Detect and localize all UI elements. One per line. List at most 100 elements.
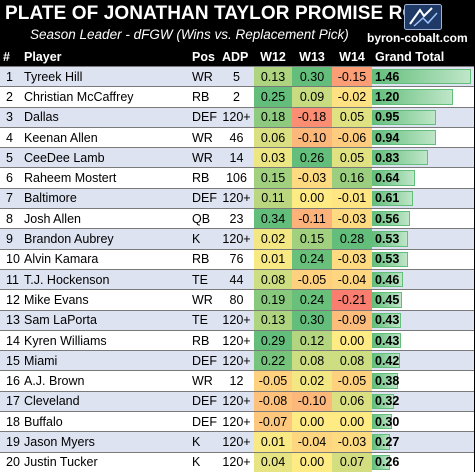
table-row: 5 CeeDee Lamb WR 14 0.03 0.26 0.05 0.83 bbox=[0, 147, 474, 168]
w13-cell: 0.09 bbox=[292, 86, 332, 108]
w12-cell: 0.01 bbox=[254, 431, 292, 453]
grand-total-value: 0.56 bbox=[375, 211, 400, 226]
player-cell: Jason Myers bbox=[21, 431, 189, 453]
rank-cell: 8 bbox=[0, 208, 21, 229]
grand-total-cell: 0.53 bbox=[372, 228, 474, 250]
site-name: byron-cobalt.com bbox=[367, 31, 468, 45]
grand-total-bar bbox=[372, 89, 454, 105]
rank-cell: 14 bbox=[0, 329, 21, 351]
pos-cell: K bbox=[189, 451, 219, 472]
grand-total-cell: 0.43 bbox=[372, 329, 474, 351]
player-cell: Brandon Aubrey bbox=[21, 228, 189, 250]
pos-cell: DEF bbox=[189, 187, 219, 209]
w12-cell: 0.08 bbox=[254, 268, 292, 290]
grand-total-cell: 0.61 bbox=[372, 187, 474, 209]
w12-cell: 0.04 bbox=[254, 451, 292, 472]
w14-cell: 0.00 bbox=[332, 411, 372, 432]
grand-total-bar bbox=[372, 353, 401, 369]
rank-cell: 3 bbox=[0, 106, 21, 128]
rank-cell: 11 bbox=[0, 268, 21, 290]
player-cell: Dallas bbox=[21, 106, 189, 128]
w13-cell: -0.04 bbox=[292, 431, 332, 453]
adp-cell: 120+ bbox=[219, 431, 254, 453]
w12-cell: 0.03 bbox=[254, 147, 292, 168]
grand-total-value: 1.46 bbox=[375, 69, 400, 84]
grand-total-cell: 0.42 bbox=[372, 350, 474, 371]
pos-cell: WR bbox=[189, 126, 219, 148]
grand-total-value: 0.42 bbox=[375, 353, 400, 368]
table-row: 4 Keenan Allen WR 46 0.06 -0.10 -0.06 0.94 bbox=[0, 126, 474, 148]
w14-cell: 0.05 bbox=[332, 106, 372, 128]
w14-cell: -0.02 bbox=[332, 86, 372, 108]
table-header-row: # Player Pos ADP W12 W13 W14 Grand Total bbox=[0, 48, 474, 67]
w12-cell: -0.08 bbox=[254, 390, 292, 412]
grand-total-value: 0.95 bbox=[375, 110, 400, 125]
grand-total-bar bbox=[372, 211, 410, 227]
adp-cell: 5 bbox=[219, 65, 254, 87]
table-row: 8 Josh Allen QB 23 0.34 -0.11 -0.03 0.56 bbox=[0, 208, 474, 229]
table-row: 9 Brandon Aubrey K 120+ 0.02 0.15 0.28 0.53 bbox=[0, 228, 474, 250]
grand-total-bar bbox=[372, 434, 391, 450]
grand-total-value: 0.83 bbox=[375, 150, 400, 165]
table-row: 6 Raheem Mostert RB 106 0.15 -0.03 0.16 0.64 bbox=[0, 167, 474, 189]
w12-cell: -0.05 bbox=[254, 370, 292, 392]
w14-cell: 0.28 bbox=[332, 228, 372, 250]
adp-cell: 120+ bbox=[219, 451, 254, 472]
w14-cell: -0.04 bbox=[332, 268, 372, 290]
rank-cell: 12 bbox=[0, 289, 21, 311]
table-row: 2 Christian McCaffrey RB 2 0.25 0.09 -0.02 1.20 bbox=[0, 86, 474, 108]
grand-total-cell: 1.20 bbox=[372, 86, 474, 108]
w13-cell: -0.05 bbox=[292, 268, 332, 290]
w14-cell: 0.00 bbox=[332, 329, 372, 351]
rank-cell: 16 bbox=[0, 370, 21, 392]
table-row: 16 A.J. Brown WR 12 -0.05 0.02 -0.05 0.38 bbox=[0, 370, 474, 392]
adp-cell: 14 bbox=[219, 147, 254, 168]
grand-total-cell: 0.27 bbox=[372, 431, 474, 453]
grand-total-value: 0.27 bbox=[375, 434, 400, 449]
grand-total-value: 0.61 bbox=[375, 191, 400, 206]
rank-cell: 18 bbox=[0, 411, 21, 432]
pos-cell: K bbox=[189, 228, 219, 250]
w12-cell: -0.07 bbox=[254, 411, 292, 432]
player-cell: Sam LaPorta bbox=[21, 309, 189, 331]
player-cell: Justin Tucker bbox=[21, 451, 189, 472]
rank-cell: 13 bbox=[0, 309, 21, 331]
w12-cell: 0.13 bbox=[254, 65, 292, 87]
w13-cell: 0.24 bbox=[292, 248, 332, 270]
table-row: 13 Sam LaPorta TE 120+ 0.13 0.30 -0.09 0.43 bbox=[0, 309, 474, 331]
grand-total-bar bbox=[372, 393, 394, 410]
pos-cell: DEF bbox=[189, 350, 219, 371]
w13-cell: 0.00 bbox=[292, 411, 332, 432]
grand-total-bar bbox=[372, 251, 408, 267]
pos-cell: RB bbox=[189, 248, 219, 270]
grand-total-bar bbox=[372, 109, 437, 125]
pos-cell: WR bbox=[189, 147, 219, 168]
grand-total-bar bbox=[372, 312, 402, 328]
w12-cell: 0.22 bbox=[254, 350, 292, 371]
w12-cell: 0.11 bbox=[254, 187, 292, 209]
w14-cell: -0.03 bbox=[332, 431, 372, 453]
adp-cell: 76 bbox=[219, 248, 254, 270]
grand-total-cell: 0.56 bbox=[372, 208, 474, 229]
player-cell: Buffalo bbox=[21, 411, 189, 432]
grand-total-value: 0.64 bbox=[375, 171, 400, 186]
header-rank: # bbox=[0, 48, 21, 67]
player-cell: A.J. Brown bbox=[21, 370, 189, 392]
w13-cell: -0.10 bbox=[292, 390, 332, 412]
w14-cell: 0.05 bbox=[332, 147, 372, 168]
grand-total-bar bbox=[372, 373, 398, 389]
grand-total-cell: 0.64 bbox=[372, 167, 474, 189]
w12-cell: 0.13 bbox=[254, 309, 292, 331]
pos-cell: DEF bbox=[189, 390, 219, 412]
rank-cell: 10 bbox=[0, 248, 21, 270]
adp-cell: 120+ bbox=[219, 228, 254, 250]
adp-cell: 106 bbox=[219, 167, 254, 189]
w12-cell: 0.19 bbox=[254, 289, 292, 311]
table-row: 15 Miami DEF 120+ 0.22 0.08 0.08 0.42 bbox=[0, 350, 474, 371]
player-cell: CeeDee Lamb bbox=[21, 147, 189, 168]
w13-cell: -0.18 bbox=[292, 106, 332, 128]
player-cell: Miami bbox=[21, 350, 189, 371]
table-row: 3 Dallas DEF 120+ 0.18 -0.18 0.05 0.95 bbox=[0, 106, 474, 128]
grand-total-cell: 0.38 bbox=[372, 370, 474, 392]
grand-total-value: 0.32 bbox=[375, 394, 400, 409]
